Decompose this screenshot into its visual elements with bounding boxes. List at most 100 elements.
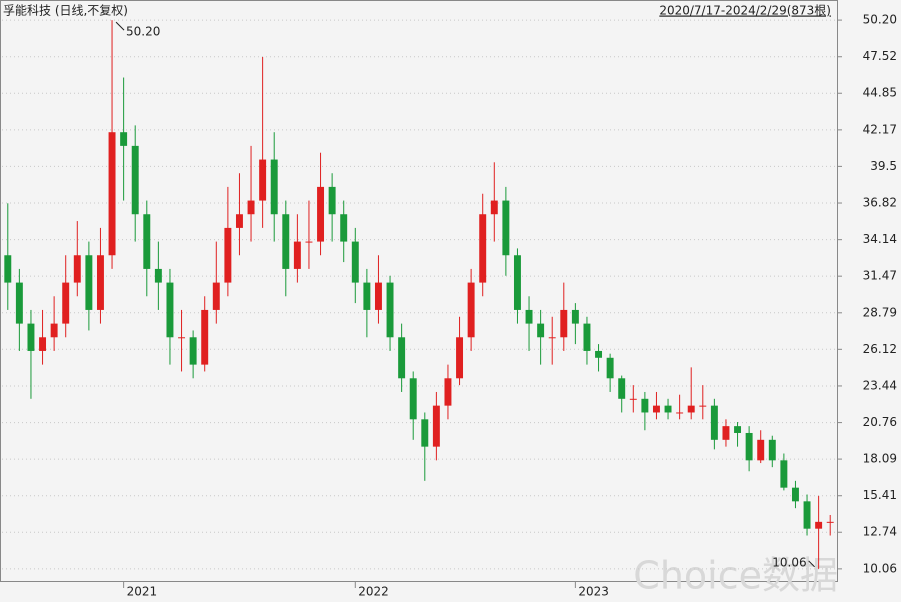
candle-body bbox=[293, 241, 301, 269]
candle-body bbox=[826, 521, 834, 523]
candle-body bbox=[386, 282, 394, 338]
candle-body bbox=[664, 405, 672, 413]
candle-body bbox=[745, 432, 753, 461]
candle-body bbox=[247, 200, 255, 215]
candle-body bbox=[328, 186, 336, 215]
plot-frame bbox=[0, 0, 838, 582]
y-tick-label: 42.17 bbox=[863, 122, 897, 136]
annotation-label: 10.06 bbox=[772, 555, 806, 569]
y-tick-label: 34.14 bbox=[863, 232, 897, 246]
candle-body bbox=[189, 337, 197, 365]
candle-body bbox=[641, 398, 649, 413]
candle-body bbox=[757, 439, 765, 461]
candle-body bbox=[96, 255, 104, 310]
candle-body bbox=[513, 255, 521, 310]
candle-body bbox=[409, 378, 417, 420]
x-tick-label: 2023 bbox=[578, 585, 609, 599]
candle-body bbox=[490, 200, 498, 215]
y-tick-label: 20.76 bbox=[863, 415, 897, 429]
y-tick-label: 12.74 bbox=[863, 525, 897, 539]
y-tick-label: 28.79 bbox=[863, 305, 897, 319]
y-tick-label: 15.41 bbox=[863, 488, 897, 502]
annotation-arrow bbox=[115, 21, 125, 31]
candle-body bbox=[108, 132, 116, 256]
candle-body bbox=[363, 282, 371, 310]
candle-body bbox=[606, 357, 614, 379]
candle-body bbox=[259, 159, 267, 201]
candle-body bbox=[374, 282, 382, 310]
candle-body bbox=[687, 405, 695, 413]
candle-body bbox=[548, 337, 556, 339]
x-tick-label: 2022 bbox=[358, 585, 389, 599]
y-tick-label: 47.52 bbox=[863, 49, 897, 63]
candle-body bbox=[479, 214, 487, 283]
candle-body bbox=[676, 412, 684, 414]
y-tick-label: 44.85 bbox=[863, 86, 897, 100]
y-tick-label: 36.82 bbox=[863, 196, 897, 210]
candle-body bbox=[270, 159, 278, 215]
candle-body bbox=[768, 439, 776, 461]
candle-body bbox=[699, 405, 707, 407]
candle-body bbox=[351, 241, 359, 283]
candle-body bbox=[212, 282, 220, 310]
candle-body bbox=[734, 426, 742, 433]
y-tick-label: 18.09 bbox=[863, 452, 897, 466]
y-tick-label: 39.5 bbox=[870, 159, 897, 173]
candle-body bbox=[571, 309, 579, 324]
y-tick-label: 10.06 bbox=[863, 561, 897, 575]
candle-body bbox=[456, 337, 464, 379]
candle-body bbox=[618, 378, 626, 399]
candle-body bbox=[39, 337, 47, 351]
annotation-label: 50.20 bbox=[126, 25, 160, 39]
candle-body bbox=[282, 214, 290, 269]
candle-body bbox=[780, 460, 788, 488]
candle-body bbox=[791, 487, 799, 502]
candle-body bbox=[502, 200, 510, 256]
candle-body bbox=[317, 186, 325, 242]
candle-body bbox=[629, 398, 637, 400]
candle-body bbox=[305, 241, 313, 243]
candle-body bbox=[15, 282, 23, 324]
candle-body bbox=[803, 501, 811, 529]
candle-body bbox=[537, 323, 545, 338]
chart-title: 孚能科技 (日线,不复权) bbox=[3, 4, 128, 18]
candle-body bbox=[62, 282, 70, 324]
date-range: 2020/7/17-2024/2/29(873根) bbox=[659, 4, 831, 18]
candle-body bbox=[340, 214, 348, 242]
candle-body bbox=[143, 214, 151, 269]
candle-body bbox=[595, 350, 603, 358]
x-tick-label: 2021 bbox=[127, 585, 158, 599]
candle-body bbox=[85, 255, 93, 310]
y-tick-label: 26.12 bbox=[863, 342, 897, 356]
candle-body bbox=[154, 268, 162, 283]
candle-body bbox=[560, 309, 568, 338]
candle-body bbox=[815, 521, 823, 529]
annotation-arrow bbox=[808, 560, 815, 568]
candle-body bbox=[525, 309, 533, 324]
y-tick-label: 23.44 bbox=[863, 378, 897, 392]
candle-body bbox=[224, 227, 232, 283]
candle-body bbox=[722, 426, 730, 440]
candle-body bbox=[467, 282, 475, 338]
candle-body bbox=[710, 405, 718, 440]
candle-body bbox=[201, 309, 209, 365]
candle-body bbox=[421, 419, 429, 447]
candle-body bbox=[432, 405, 440, 447]
watermark: Choice数据 bbox=[633, 554, 838, 598]
candle-body bbox=[444, 378, 452, 406]
y-tick-label: 31.47 bbox=[863, 269, 897, 283]
candle-body bbox=[166, 282, 174, 338]
candle-body bbox=[178, 337, 186, 339]
candle-body bbox=[120, 132, 128, 146]
candle-body bbox=[398, 337, 406, 379]
candle-body bbox=[4, 255, 12, 283]
candle-body bbox=[73, 255, 81, 283]
candle-body bbox=[131, 145, 139, 215]
candle-body bbox=[652, 405, 660, 413]
candle-body bbox=[50, 323, 58, 338]
candle-body bbox=[27, 323, 35, 351]
y-tick-label: 50.20 bbox=[863, 13, 897, 27]
candle-body bbox=[235, 214, 243, 228]
